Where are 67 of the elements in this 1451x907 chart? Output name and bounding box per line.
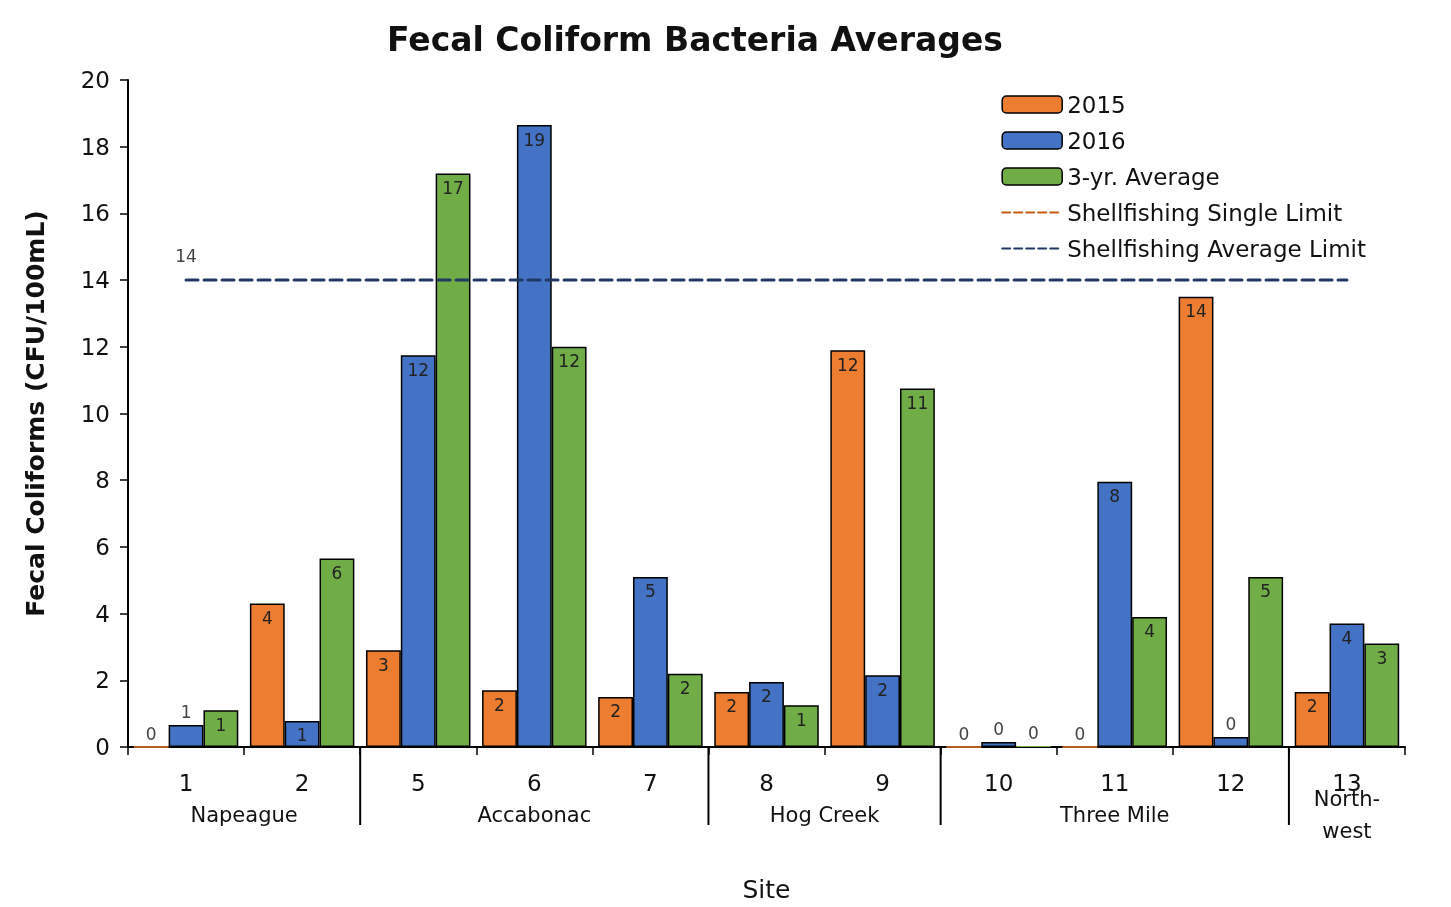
x-tick-label: 1 xyxy=(178,769,194,796)
data-label: 2 xyxy=(679,678,691,699)
x-axis-title: Site xyxy=(742,875,791,904)
legend-label: 2015 xyxy=(1067,91,1126,118)
data-label: 8 xyxy=(1109,486,1121,507)
y-tick-label: 20 xyxy=(80,67,110,93)
x-tick-label: 9 xyxy=(875,769,890,796)
data-label: 3 xyxy=(1376,648,1388,669)
data-label: 17 xyxy=(442,177,464,198)
y-tick-label: 2 xyxy=(95,667,110,694)
data-label: 0 xyxy=(958,724,970,744)
x-tick-label: 11 xyxy=(1100,769,1130,796)
data-label: 2 xyxy=(761,686,772,707)
data-label: 0 xyxy=(145,724,157,744)
data-label: 12 xyxy=(558,351,580,372)
y-tick-label: 6 xyxy=(95,533,110,560)
data-label: 5 xyxy=(1260,581,1272,602)
data-label: 1 xyxy=(180,702,192,723)
data-label: 14 xyxy=(1185,301,1207,322)
data-label: 12 xyxy=(407,359,430,380)
data-label: 2 xyxy=(494,694,505,715)
data-label: 2 xyxy=(877,679,888,700)
data-label: 12 xyxy=(836,354,859,375)
y-tick-label: 14 xyxy=(80,267,110,294)
y-tick-label: 12 xyxy=(80,333,110,360)
y-tick-label: 4 xyxy=(95,600,110,627)
data-label: 2 xyxy=(726,696,738,717)
data-label: 4 xyxy=(1341,628,1353,649)
x-tick-label: 10 xyxy=(984,769,1014,796)
legend-label: Shellfishing Single Limit xyxy=(1067,199,1343,226)
y-tick-label: 10 xyxy=(80,400,110,427)
legend-label: 2016 xyxy=(1067,127,1126,154)
data-label: 2 xyxy=(1306,696,1318,717)
x-tick-label: 8 xyxy=(759,769,774,796)
data-label: 0 xyxy=(1225,714,1237,735)
data-label: 1 xyxy=(795,709,807,730)
y-tick-label: 16 xyxy=(80,200,110,227)
x-tick-label: 12 xyxy=(1216,769,1246,796)
legend-label: 3-yr. Average xyxy=(1067,163,1220,190)
x-tick-label: 7 xyxy=(643,769,658,796)
y-axis-title: Fecal Coliforms (CFU/100mL) xyxy=(21,210,50,617)
data-label: 4 xyxy=(261,608,273,629)
data-label: 1 xyxy=(296,725,308,746)
data-label: 1 xyxy=(215,714,227,735)
text: Accabonac xyxy=(477,803,592,827)
y-tick-label: 0 xyxy=(95,734,110,760)
data-label: 4 xyxy=(1144,621,1156,642)
x-tick-label: 2 xyxy=(294,769,310,796)
data-label: 0 xyxy=(993,719,1005,740)
data-label: 5 xyxy=(645,581,656,602)
x-tick-label: 5 xyxy=(410,769,426,796)
data-label: 19 xyxy=(523,129,546,150)
data-label: 6 xyxy=(331,563,343,584)
text: Three Mile xyxy=(1059,803,1170,827)
data-label: 3 xyxy=(377,654,389,675)
y-tick-label: 8 xyxy=(95,467,110,494)
y-tick-label: 18 xyxy=(80,133,110,160)
data-label: 0 xyxy=(1028,723,1039,744)
x-tick-label: 6 xyxy=(527,769,542,796)
data-label: 2 xyxy=(610,701,621,722)
legend-label: Shellfishing Average Limit xyxy=(1067,235,1366,262)
chart-title: Fecal Coliform Bacteria Averages xyxy=(387,20,1003,59)
data-label: 11 xyxy=(906,392,929,413)
text: Hog Creek xyxy=(769,803,881,827)
data-label: 14 xyxy=(175,245,197,266)
data-label: 0 xyxy=(1074,724,1086,744)
text: Napeague xyxy=(190,803,298,827)
